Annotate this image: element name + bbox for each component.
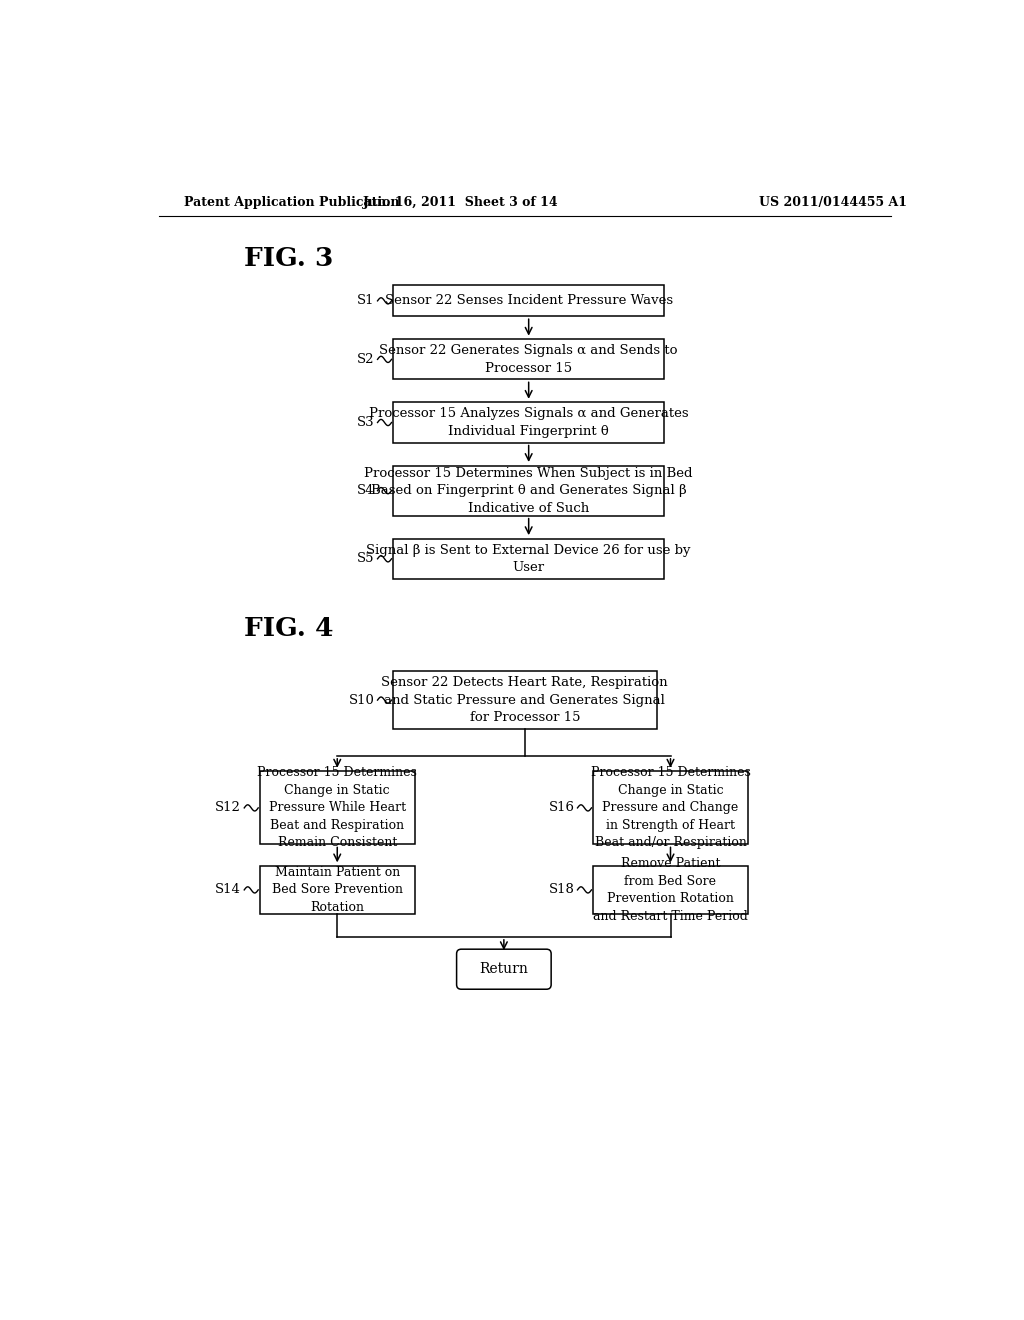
Text: S1: S1 [357,294,375,308]
Text: Patent Application Publication: Patent Application Publication [183,195,399,209]
Text: Sensor 22 Generates Signals α and Sends to
Processor 15: Sensor 22 Generates Signals α and Sends … [380,345,678,375]
Text: Processor 15 Determines When Subject is in Bed
Based on Fingerprint θ and Genera: Processor 15 Determines When Subject is … [365,467,693,515]
FancyBboxPatch shape [393,466,665,516]
Text: Signal β is Sent to External Device 26 for use by
User: Signal β is Sent to External Device 26 f… [367,544,691,574]
FancyBboxPatch shape [593,771,748,845]
FancyBboxPatch shape [393,403,665,442]
FancyBboxPatch shape [393,339,665,379]
Text: Remove Patient
from Bed Sore
Prevention Rotation
and Restart Time Period: Remove Patient from Bed Sore Prevention … [593,857,748,923]
Text: US 2011/0144455 A1: US 2011/0144455 A1 [759,195,907,209]
FancyBboxPatch shape [260,866,415,913]
FancyBboxPatch shape [393,539,665,579]
Text: S4: S4 [357,484,375,498]
Text: S10: S10 [348,693,375,706]
Text: S18: S18 [549,883,574,896]
Text: Processor 15 Analyzes Signals α and Generates
Individual Fingerprint θ: Processor 15 Analyzes Signals α and Gene… [369,408,688,438]
FancyBboxPatch shape [393,285,665,317]
Text: Sensor 22 Senses Incident Pressure Waves: Sensor 22 Senses Incident Pressure Waves [385,294,673,308]
Text: S3: S3 [356,416,375,429]
Text: Jun. 16, 2011  Sheet 3 of 14: Jun. 16, 2011 Sheet 3 of 14 [364,195,559,209]
Text: Processor 15 Determines
Change in Static
Pressure and Change
in Strength of Hear: Processor 15 Determines Change in Static… [591,767,751,849]
Text: Sensor 22 Detects Heart Rate, Respiration
and Static Pressure and Generates Sign: Sensor 22 Detects Heart Rate, Respiratio… [382,676,668,725]
FancyBboxPatch shape [457,949,551,989]
Text: S2: S2 [357,352,375,366]
FancyBboxPatch shape [393,671,656,729]
Text: S16: S16 [549,801,574,814]
Text: Return: Return [479,962,528,977]
Text: S14: S14 [215,883,241,896]
Text: S12: S12 [215,801,241,814]
Text: FIG. 3: FIG. 3 [245,246,334,271]
Text: Maintain Patient on
Bed Sore Prevention
Rotation: Maintain Patient on Bed Sore Prevention … [271,866,402,913]
Text: S5: S5 [357,552,375,565]
Text: Processor 15 Determines
Change in Static
Pressure While Heart
Beat and Respirati: Processor 15 Determines Change in Static… [257,767,417,849]
Text: FIG. 4: FIG. 4 [245,616,334,642]
FancyBboxPatch shape [260,771,415,845]
FancyBboxPatch shape [593,866,748,913]
